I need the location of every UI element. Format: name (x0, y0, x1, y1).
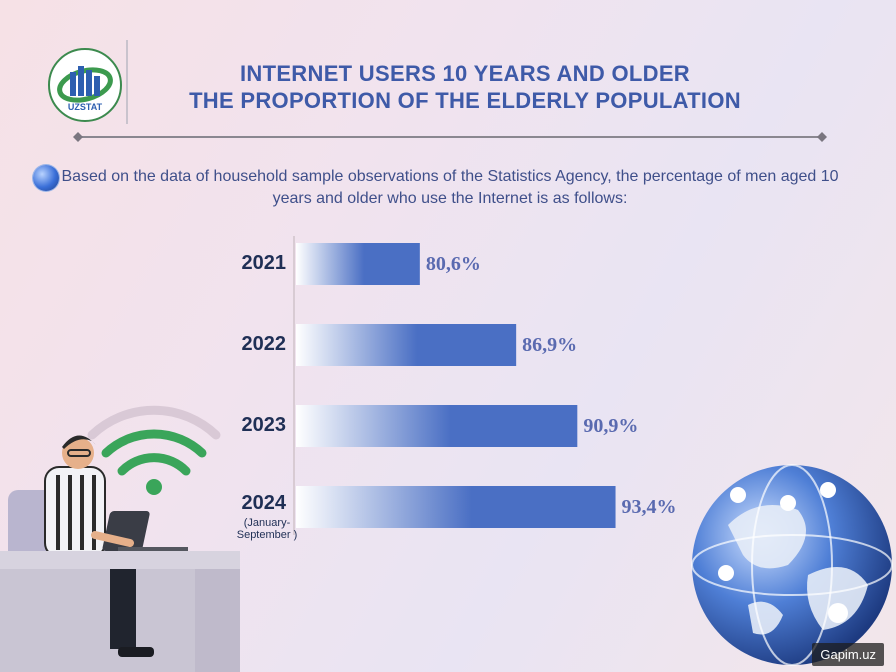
bar-2021 (296, 243, 420, 285)
intro-text: Based on the data of household sample ob… (61, 168, 839, 207)
watermark: Gapim.uz (812, 643, 884, 666)
person-laptop-illustration (0, 405, 240, 672)
category-label-2022: 2022 (241, 333, 287, 355)
title-line-1: INTERNET USERS 10 YEARS AND OLDER (240, 61, 690, 86)
logo-graphic: UZSTAT (57, 66, 113, 112)
title-divider (73, 132, 827, 142)
bar-2022 (296, 324, 517, 366)
wifi-icon (87, 405, 221, 495)
globe-icon (33, 165, 59, 191)
value-label-2024: 93,4% (621, 496, 677, 518)
title-line-2: THE PROPORTION OF THE ELDERLY POPULATION (189, 88, 741, 113)
globe-illustration (691, 464, 893, 666)
category-label-2023: 2023 (241, 414, 287, 436)
page-title: INTERNET USERS 10 YEARS AND OLDER THE PR… (140, 60, 790, 114)
value-label-2023: 90,9% (583, 415, 639, 437)
bar-2023 (296, 405, 578, 447)
value-label-2022: 86,9% (522, 334, 578, 356)
logo-text: UZSTAT (68, 102, 103, 112)
bar-2024 (296, 486, 616, 528)
header-separator (126, 40, 128, 124)
category-note-2024: (January-September ) (236, 517, 298, 541)
value-label-2021: 80,6% (425, 253, 481, 275)
uzstat-logo: UZSTAT (48, 48, 122, 122)
category-label-2024: 2024 (241, 492, 287, 514)
category-label-2021: 2021 (241, 252, 287, 274)
